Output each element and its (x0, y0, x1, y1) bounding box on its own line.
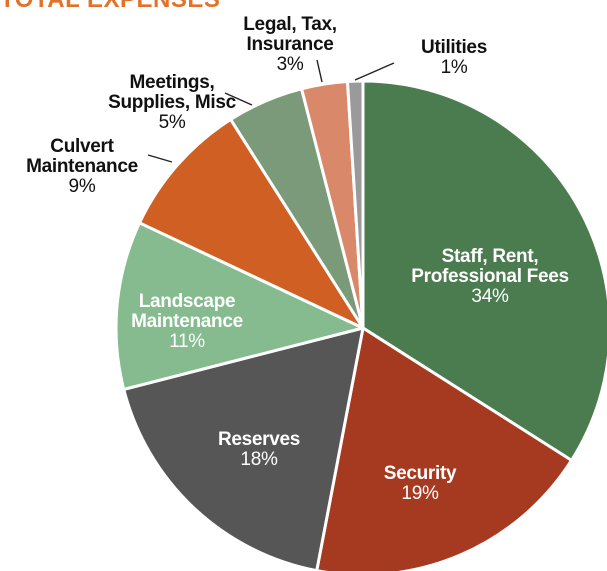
slice-label-7: Utilities 1% (421, 38, 487, 78)
slice-label-line: Security (383, 463, 457, 484)
slice-value-label: 3% (276, 54, 304, 75)
slice-value-label: 5% (158, 112, 186, 133)
pie-slice-4 (138, 117, 365, 330)
slice-value-label: 19% (401, 483, 439, 504)
slice-value-label: 34% (471, 286, 509, 307)
slice-label-5: Meetings, Supplies, Misc 5% (108, 73, 236, 133)
pie-slice-7 (345, 79, 365, 330)
slice-label-line: Culvert (50, 136, 114, 157)
leader-line-6 (316, 59, 323, 83)
slice-value-label: 18% (240, 449, 278, 470)
pie-slice-2 (122, 326, 365, 571)
leader-line-7 (354, 62, 395, 81)
slice-label-line: Staff, Rent, (441, 246, 539, 267)
leader-line-5 (224, 92, 253, 106)
slice-label-line: Professional Fees (411, 266, 569, 287)
slice-label-line: Maintenance (26, 156, 138, 177)
slice-label-1: Security 19% (384, 464, 457, 504)
slice-label-0: Staff, Rent, Professional Fees 34% (411, 247, 569, 307)
leader-line-4 (147, 154, 173, 163)
slice-label-3: Landscape Maintenance 11% (131, 292, 243, 352)
slice-label-line: Insurance (246, 34, 334, 55)
slice-value-label: 9% (68, 176, 96, 197)
slice-label-line: Landscape (138, 291, 236, 312)
slice-label-line: Reserves (217, 429, 301, 450)
pie-slice-3 (114, 221, 365, 391)
slice-value-label: 11% (169, 331, 205, 352)
slice-label-4: Culvert Maintenance 9% (26, 137, 138, 197)
slice-label-line: Maintenance (131, 311, 243, 332)
slice-label-line: Meetings, (129, 72, 215, 93)
slice-label-line: Supplies, Misc (108, 92, 236, 113)
slice-label-2: Reserves 18% (218, 430, 300, 470)
pie-slice-1 (315, 326, 574, 571)
slice-label-line: Legal, Tax, (243, 14, 337, 35)
slice-label-line: Utilities (421, 37, 487, 58)
chart-heading: TOTAL EXPENSES (0, 0, 220, 14)
slice-label-6: Legal, Tax, Insurance 3% (243, 15, 337, 75)
slice-value-label: 1% (440, 57, 468, 78)
